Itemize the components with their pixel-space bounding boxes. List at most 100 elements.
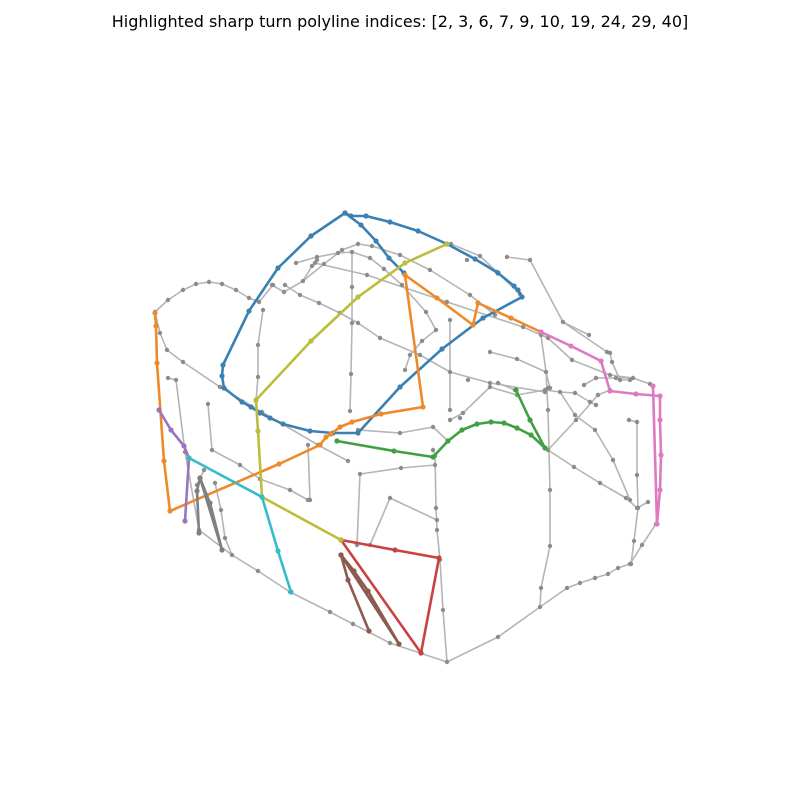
background-point: [399, 282, 405, 288]
background-point: [586, 332, 592, 338]
background-point: [487, 384, 493, 390]
background-point: [434, 517, 440, 523]
background-polyline: [489, 351, 551, 389]
background-point: [465, 377, 471, 383]
highlighted-point: [430, 454, 436, 460]
highlighted-point: [542, 445, 548, 451]
highlighted-polyline-brown: [338, 552, 402, 647]
background-polyline: [369, 497, 438, 546]
background-point: [504, 254, 510, 260]
background-point: [564, 585, 570, 591]
highlighted-point: [475, 300, 481, 306]
background-point: [355, 241, 361, 247]
background-point: [571, 464, 577, 470]
highlighted-point: [495, 270, 501, 276]
highlighted-point: [528, 432, 534, 438]
background-point: [492, 312, 498, 318]
highlighted-point: [288, 589, 294, 595]
highlighted-point: [515, 287, 521, 293]
background-point: [180, 359, 186, 365]
background-point: [593, 402, 599, 408]
background-point: [417, 352, 423, 358]
highlighted-point: [248, 404, 254, 410]
highlighted-point: [267, 415, 273, 421]
highlighted-point: [219, 547, 225, 553]
highlighted-point: [167, 508, 173, 514]
background-polyline: [559, 391, 631, 501]
highlighted-point: [568, 343, 574, 349]
background-point: [447, 369, 453, 375]
background-polyline: [357, 426, 449, 442]
background-point: [339, 247, 345, 253]
highlighted-point: [607, 388, 613, 394]
background-point: [460, 410, 466, 416]
background-point: [569, 357, 575, 363]
background-point: [335, 250, 341, 256]
highlighted-point: [480, 315, 486, 321]
background-point: [180, 287, 186, 293]
background-point: [270, 282, 276, 288]
highlighted-point: [378, 411, 384, 417]
background-polyline: [356, 473, 361, 546]
background-point: [433, 505, 439, 511]
background-point: [300, 278, 306, 284]
background-point: [464, 257, 470, 263]
highlighted-point: [355, 294, 361, 300]
highlighted-point: [363, 213, 369, 219]
background-polyline: [547, 449, 638, 509]
highlighted-point: [182, 518, 188, 524]
background-polyline: [506, 256, 608, 353]
background-point: [430, 424, 436, 430]
background-point: [434, 527, 440, 533]
background-point: [217, 384, 223, 390]
background-point: [219, 281, 225, 287]
background-point: [387, 640, 393, 646]
background-point: [349, 320, 355, 326]
background-point: [321, 261, 327, 267]
background-point: [312, 260, 318, 266]
background-point: [597, 480, 603, 486]
background-point: [495, 380, 501, 386]
background-point: [537, 604, 543, 610]
highlighted-point: [538, 329, 544, 335]
highlighted-point: [513, 387, 519, 393]
highlighted-point: [342, 210, 348, 216]
background-point: [605, 571, 611, 577]
background-point: [447, 317, 453, 323]
background-point: [233, 287, 239, 293]
background-point: [613, 375, 619, 381]
highlighted-point: [156, 407, 162, 413]
background-point: [634, 472, 640, 478]
highlighted-polyline-purple: [156, 407, 192, 524]
background-polyline: [547, 389, 611, 451]
background-point: [627, 377, 633, 383]
highlighted-point: [657, 417, 663, 423]
background-polyline: [154, 311, 349, 462]
background-point: [205, 401, 211, 407]
background-point: [309, 263, 315, 269]
highlighted-point: [386, 255, 392, 261]
background-point: [604, 349, 610, 355]
background-point: [229, 552, 235, 558]
highlighted-point: [358, 222, 364, 228]
highlighted-path: [195, 476, 224, 552]
background-point: [547, 385, 553, 391]
highlighted-point: [650, 383, 656, 389]
background-point: [206, 279, 212, 285]
background-point: [287, 487, 293, 493]
background-point: [349, 284, 355, 290]
background-point: [305, 442, 311, 448]
background-polyline: [539, 334, 551, 608]
background-point: [430, 447, 436, 453]
background-point: [557, 389, 563, 395]
highlighted-point: [168, 427, 174, 433]
background-point: [193, 281, 199, 287]
background-point: [547, 543, 553, 549]
highlighted-point: [391, 448, 397, 454]
background-point: [495, 634, 501, 640]
highlighted-point: [439, 346, 445, 352]
background-point: [173, 377, 179, 383]
highlighted-point: [181, 443, 187, 449]
background-point: [615, 565, 621, 571]
highlighted-point: [197, 475, 203, 481]
